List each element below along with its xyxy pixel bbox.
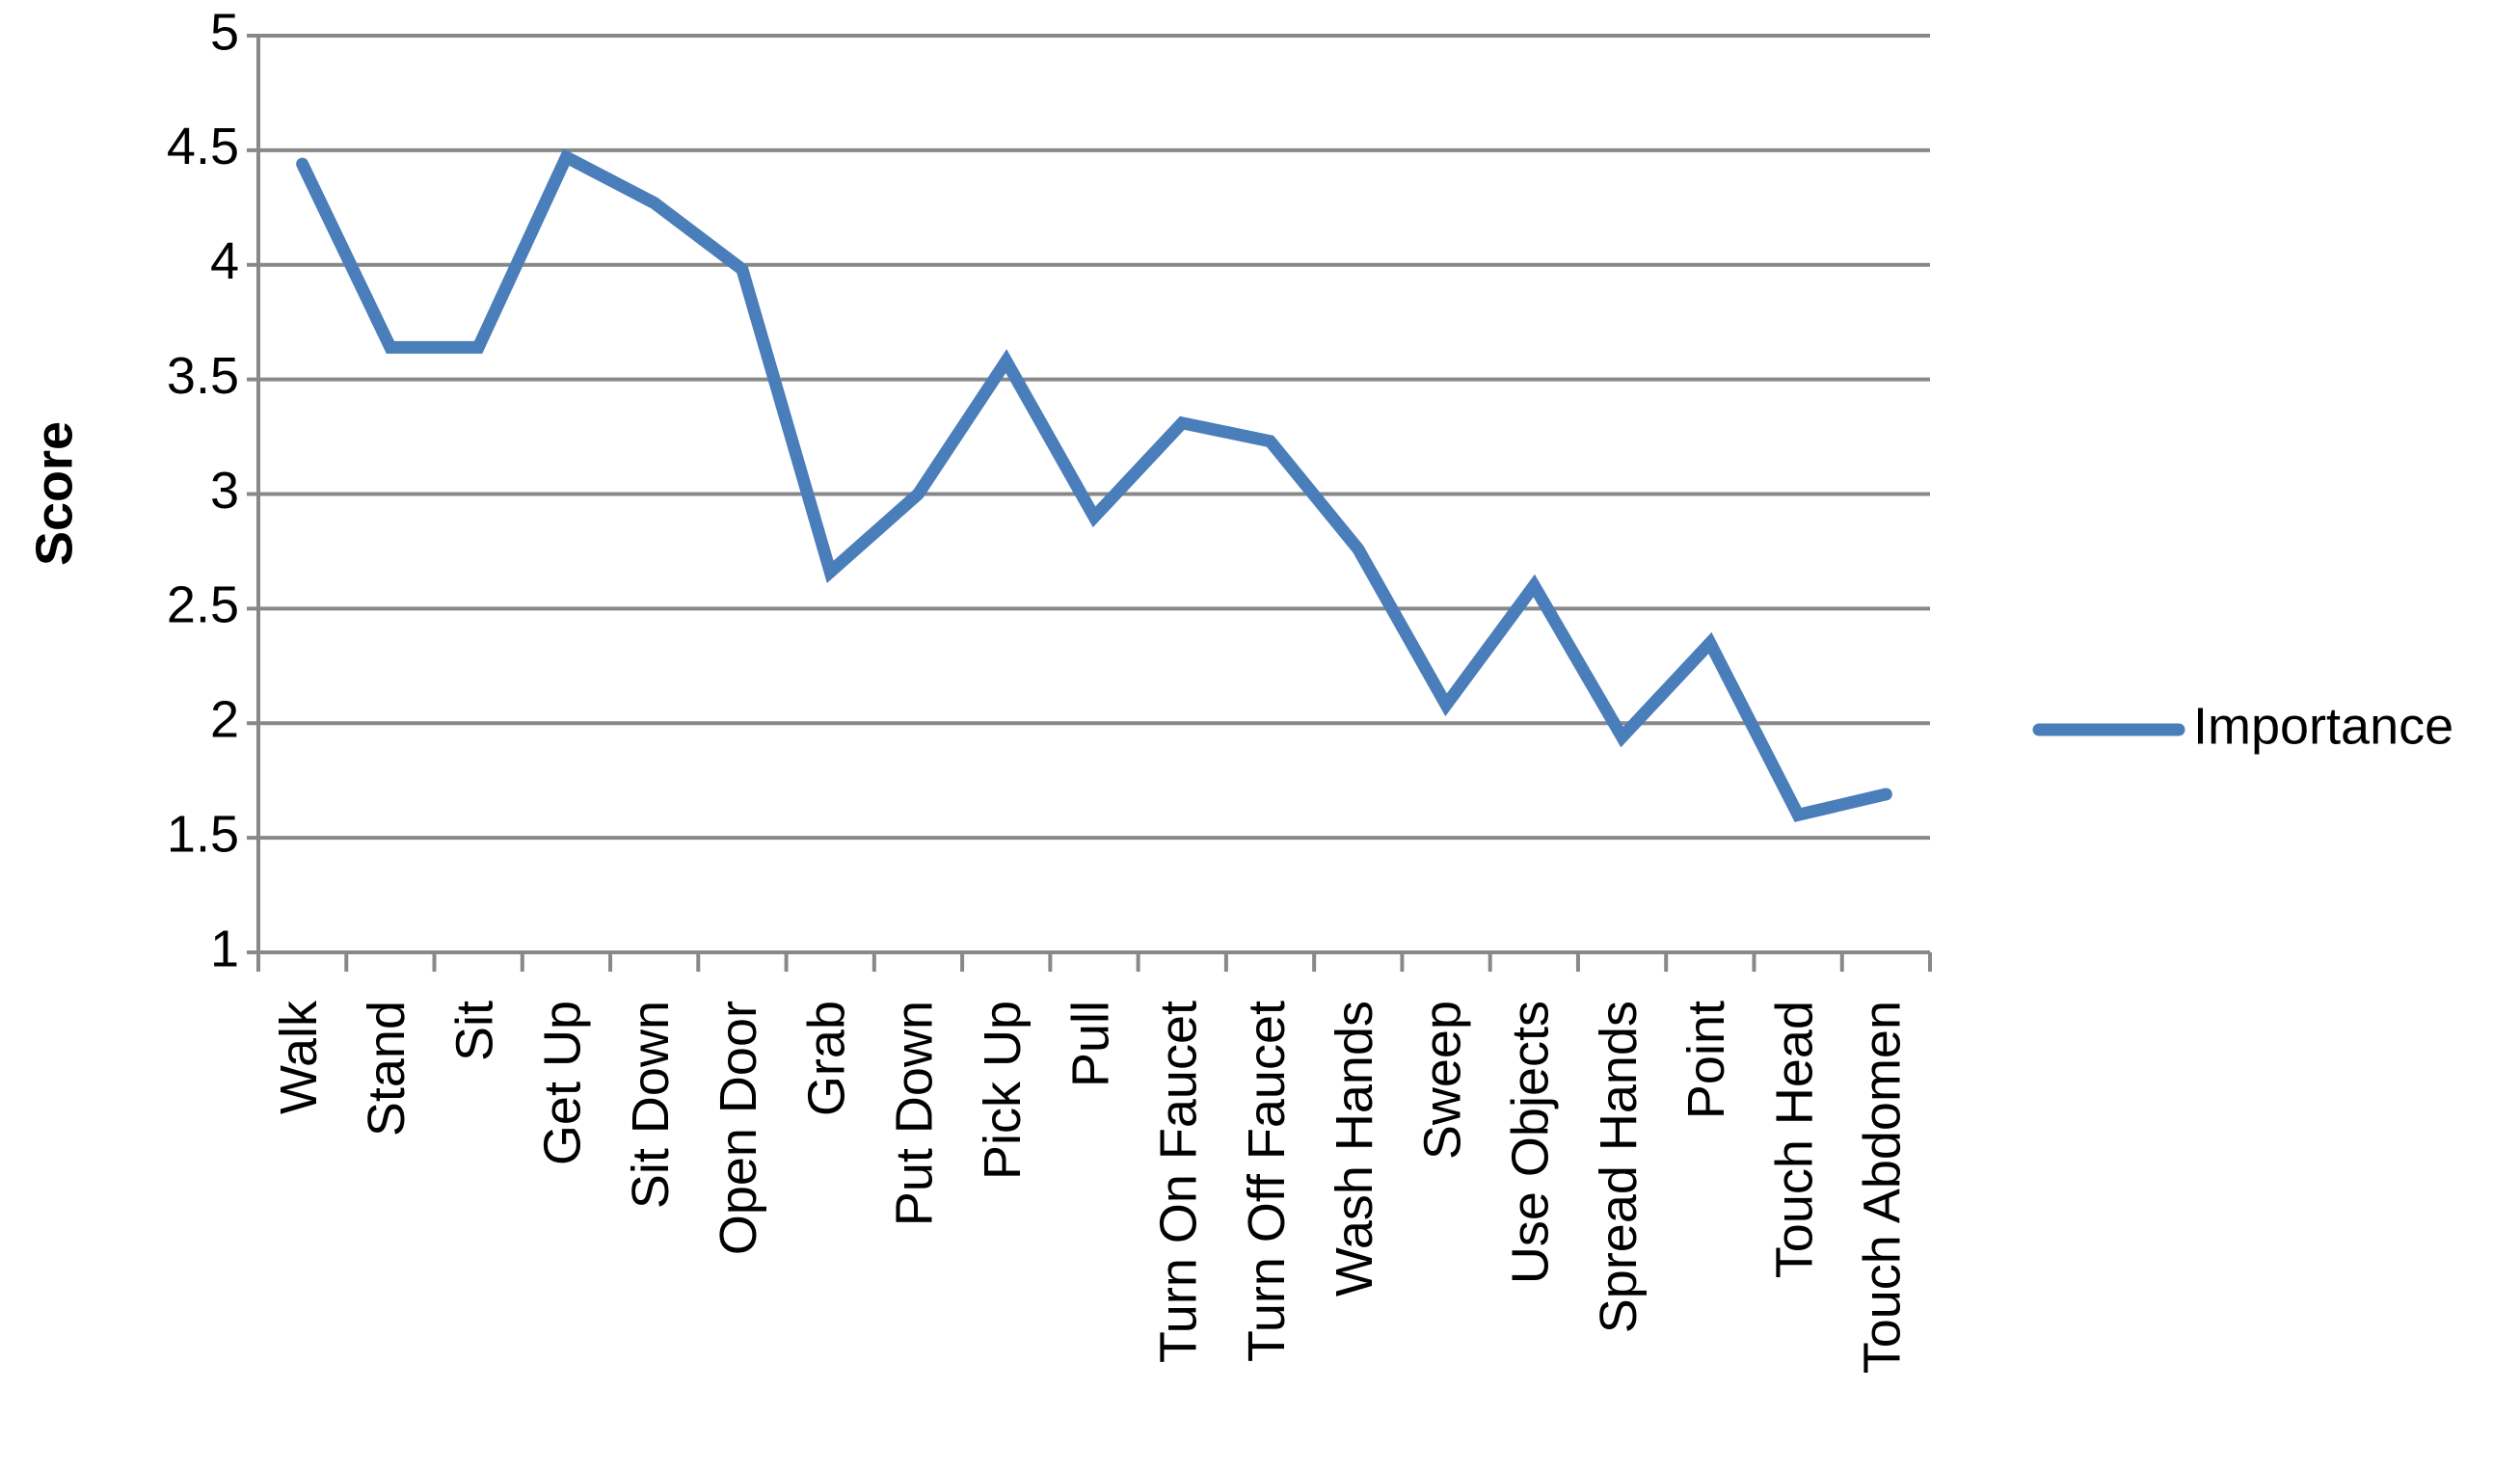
y-tick-label: 5 [210,3,239,61]
y-tick-label: 4.5 [167,118,239,175]
x-tick-label: Touch Abdomen [1854,1001,1912,1374]
y-axis-title: Score [25,421,83,566]
x-tick-label: Walk [270,1000,328,1114]
x-tick-label: Sit Down [622,1001,680,1209]
x-tick-label: Turn Off Faucet [1238,1001,1296,1362]
x-tick-label: Grab [797,1001,855,1116]
x-tick-label: Put Down [886,1001,944,1226]
y-tick-label: 1.5 [167,805,239,863]
x-tick-label: Point [1677,1001,1735,1119]
y-tick-label: 2 [210,691,239,749]
x-tick-label: Spread Hands [1590,1001,1648,1333]
y-tick-label: 2.5 [167,576,239,634]
x-tick-label: Pick Up [974,1001,1032,1180]
x-tick-label: Pull [1061,1001,1119,1087]
x-tick-label: Wash Hands [1326,1001,1383,1296]
legend-label: Importance [2193,697,2453,755]
data-line [296,148,1892,822]
x-tick-label: Open Door [710,1001,767,1255]
y-tick-label: 3 [210,462,239,520]
y-tick-label: 3.5 [167,347,239,405]
y-tick-label: 4 [210,232,239,290]
x-tick-label: Sweep [1413,1001,1471,1160]
x-tick-label: Get Up [534,1001,592,1165]
x-tick-label: Turn On Faucet [1150,1001,1208,1363]
x-tick-label: Sit [445,1001,503,1061]
x-tick-label: Touch Head [1765,1001,1823,1278]
x-tick-label: Use Objects [1502,1001,1560,1284]
y-tick-label: 1 [210,920,239,977]
x-tick-label: Stand [358,1001,416,1136]
